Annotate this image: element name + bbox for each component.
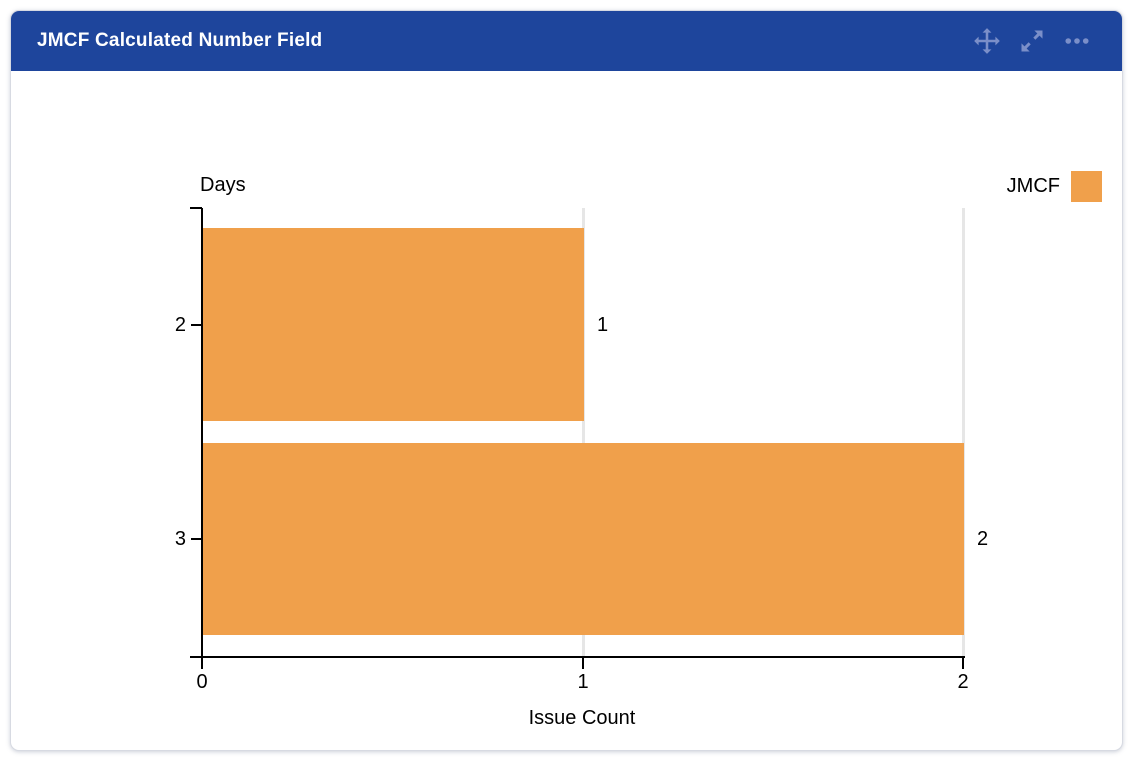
bar-category-2[interactable] (203, 228, 584, 421)
bar-value-label: 1 (597, 314, 609, 336)
y-axis-title: Days (200, 174, 246, 196)
y-tick-mark (191, 538, 202, 540)
gadget-title: JMCF Calculated Number Field (37, 30, 323, 51)
expand-icon[interactable] (1017, 26, 1047, 56)
move-icon[interactable] (972, 26, 1002, 56)
x-tick-mark (582, 658, 584, 669)
bar-value-label: 2 (977, 528, 989, 550)
x-tick-label: 2 (957, 671, 969, 693)
y-tick-label: 2 (174, 314, 186, 336)
legend-swatch (1071, 171, 1102, 202)
x-tick-label: 0 (196, 671, 208, 693)
y-axis-line (201, 208, 203, 658)
chart-legend[interactable]: JMCF (950, 171, 1102, 202)
y-axis-top-tick (190, 207, 202, 209)
gadget-header: JMCF Calculated Number Field (11, 11, 1122, 71)
legend-label: JMCF (1006, 175, 1060, 197)
gadget-header-controls (972, 11, 1092, 71)
bar-category-3[interactable] (203, 443, 964, 635)
x-tick-mark (201, 658, 203, 669)
gridline-x2 (962, 208, 965, 656)
more-icon[interactable] (1062, 26, 1092, 56)
x-tick-label: 1 (577, 671, 589, 693)
y-tick-mark (191, 324, 202, 326)
x-axis-title: Issue Count (528, 707, 636, 729)
x-axis-line (190, 656, 965, 658)
x-tick-mark (962, 658, 964, 669)
gridline-x1 (582, 208, 585, 656)
y-tick-label: 3 (174, 528, 186, 550)
